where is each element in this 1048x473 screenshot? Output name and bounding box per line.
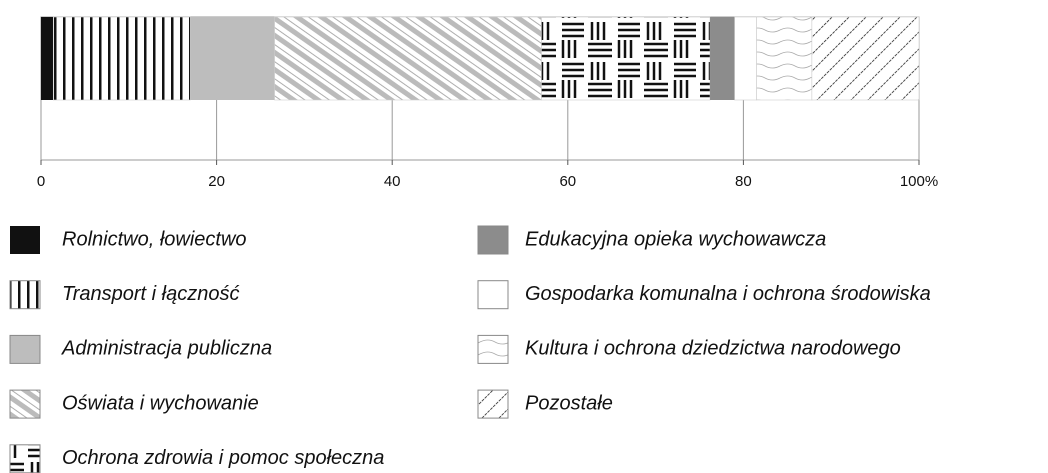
legend-label: Transport i łączność <box>62 283 239 305</box>
bar-segment <box>710 17 735 100</box>
x-tick-label: 0 <box>37 173 45 190</box>
x-tick-label: 20 <box>208 173 225 190</box>
legend-swatch <box>477 389 509 419</box>
legend: Rolnictwo, łowiectwo Transport i łączność… <box>9 225 931 473</box>
legend-swatch <box>9 444 41 473</box>
bar-segment <box>52 16 191 101</box>
legend-swatch <box>10 226 40 254</box>
legend-label: Edukacyjna opieka wychowawcza <box>525 228 826 250</box>
bar-segment <box>734 16 757 101</box>
x-tick-label: 80 <box>735 173 752 190</box>
x-tick-label: 60 <box>559 173 576 190</box>
bar-segment <box>41 17 54 100</box>
legend-label: Oświata i wychowanie <box>62 392 259 414</box>
x-tick-label: 100% <box>900 173 938 190</box>
legend-swatch <box>477 334 509 364</box>
legend-swatch <box>477 280 509 310</box>
legend-label: Administracja publiczna <box>61 338 272 360</box>
legend-label: Gospodarka komunalna i ochrona środowisk… <box>525 283 931 305</box>
plot-area: 0 20 40 60 80 100% <box>37 16 938 190</box>
x-tick-label: 40 <box>384 173 401 190</box>
legend-swatch <box>9 280 41 310</box>
bar-segment <box>756 16 813 101</box>
legend-swatch <box>9 389 41 419</box>
legend-label: Pozostałe <box>525 392 613 414</box>
bar-segment <box>541 16 711 101</box>
bar-segment <box>190 17 275 100</box>
legend-swatch <box>9 334 41 364</box>
bar-segment <box>274 16 542 101</box>
legend-label: Ochrona zdrowia i pomoc społeczna <box>62 447 384 469</box>
legend-swatch <box>477 225 509 255</box>
legend-label: Rolnictwo, łowiectwo <box>62 228 247 250</box>
legend-label: Kultura i ochrona dziedzictwa narodowego <box>525 338 901 360</box>
bar-segment <box>811 16 920 101</box>
